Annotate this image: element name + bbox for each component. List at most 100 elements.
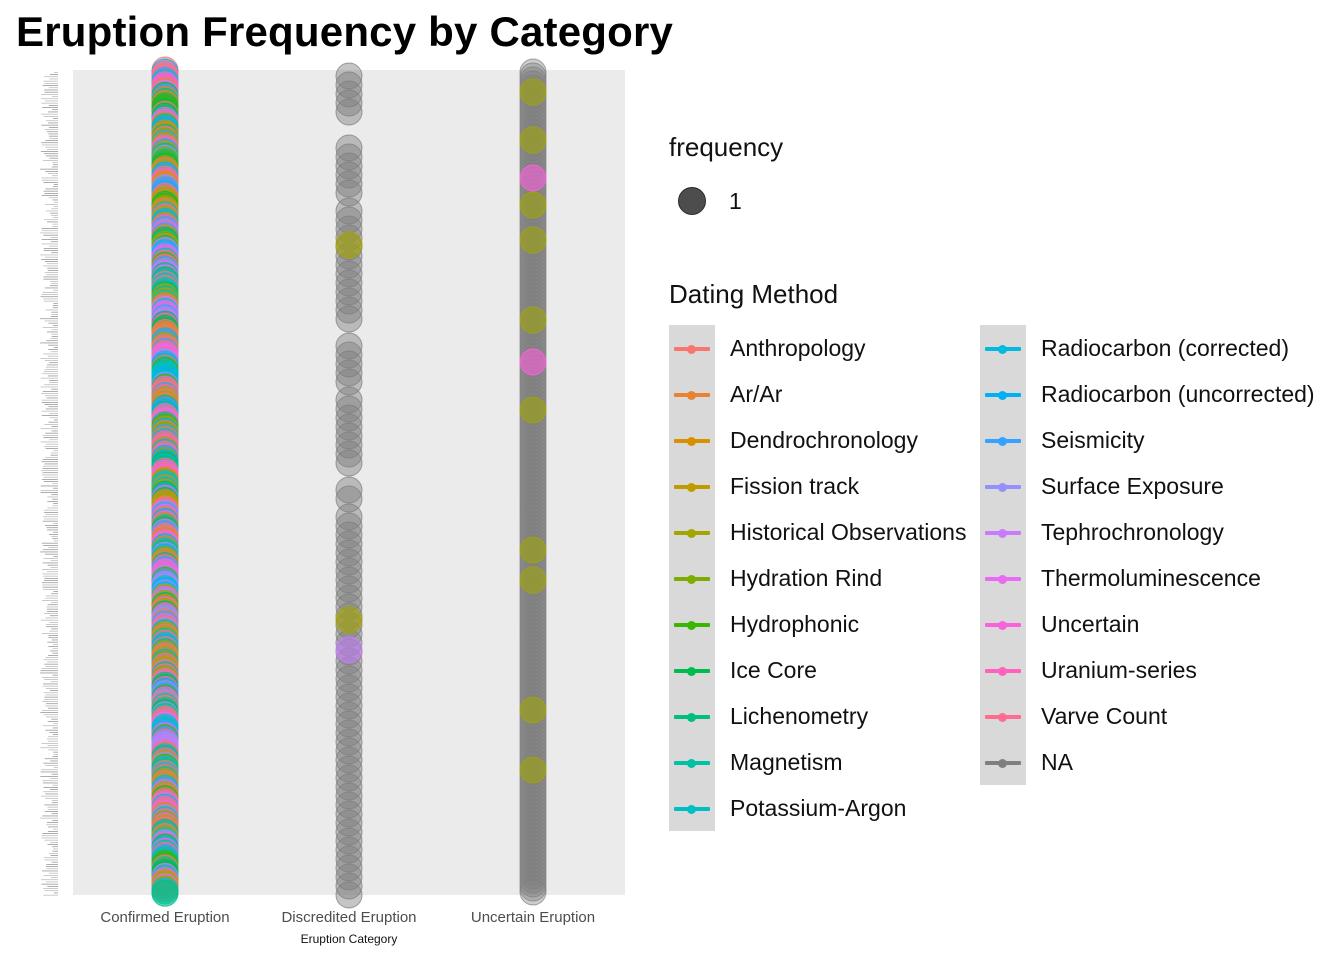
y-tick-mark: [46, 527, 58, 529]
y-tick-mark: [42, 782, 58, 784]
y-tick-mark: [45, 694, 58, 696]
legend-key-dot: [687, 712, 696, 722]
y-tick-mark: [43, 371, 58, 372]
legend-key-dot: [687, 804, 696, 814]
size-legend-title: frequency: [669, 132, 784, 162]
y-tick-mark: [51, 336, 58, 337]
y-tick-mark: [43, 437, 58, 438]
y-tick-mark: [40, 342, 58, 344]
y-tick-mark: [52, 305, 58, 306]
y-tick-mark: [43, 353, 58, 355]
y-tick-mark: [53, 848, 58, 850]
data-point: [519, 348, 547, 376]
data-point: [519, 78, 547, 106]
data-point: [519, 494, 547, 522]
y-tick-mark: [50, 650, 58, 652]
data-point: [519, 262, 547, 290]
y-tick-mark: [41, 837, 58, 839]
data-point: [519, 266, 547, 294]
y-tick-mark: [43, 659, 58, 661]
y-tick-mark: [41, 179, 58, 181]
y-tick-mark: [53, 201, 58, 203]
y-tick-mark: [46, 716, 58, 718]
y-tick-mark: [40, 296, 58, 298]
x-axis-title: Eruption Category: [301, 932, 398, 946]
y-tick-mark: [41, 230, 58, 232]
y-tick-mark: [51, 109, 58, 111]
y-tick-mark: [41, 479, 58, 480]
y-tick-mark: [45, 155, 58, 157]
y-tick-mark: [45, 514, 58, 515]
y-tick-mark: [44, 699, 58, 700]
data-point: [335, 476, 363, 504]
y-tick-mark: [45, 595, 58, 597]
y-tick-mark: [46, 824, 58, 826]
y-tick-mark: [49, 362, 58, 364]
y-tick-mark: [52, 223, 58, 225]
y-tick-mark: [50, 855, 58, 856]
data-point: [335, 231, 363, 259]
y-tick-mark: [52, 648, 58, 650]
y-tick-mark: [41, 710, 58, 711]
x-axis: Confirmed Eruption Discredited Eruption Un…: [100, 909, 595, 926]
data-point: [519, 786, 547, 814]
y-tick-mark: [47, 501, 58, 502]
y-tick-mark: [52, 784, 58, 786]
y-tick-mark: [50, 237, 58, 238]
y-tick-mark: [47, 831, 58, 832]
y-tick-mark: [48, 637, 58, 639]
y-tick-mark: [48, 135, 58, 137]
legend-label: Tephrochronology: [1041, 519, 1224, 545]
y-tick-mark: [41, 259, 58, 260]
data-point: [519, 630, 547, 658]
y-tick-mark: [51, 639, 58, 641]
y-tick-mark: [48, 127, 58, 128]
y-tick-mark: [43, 894, 58, 896]
data-point: [519, 466, 547, 494]
y-tick-mark: [53, 503, 58, 504]
legend-key-dot: [687, 436, 696, 446]
y-tick-mark: [46, 822, 58, 823]
legend-label: Anthropology: [730, 335, 866, 361]
y-tick-mark: [52, 505, 58, 507]
y-tick-mark: [43, 679, 58, 680]
data-point: [519, 870, 547, 898]
data-point: [519, 834, 547, 862]
data-point: [519, 450, 547, 478]
data-point: [519, 462, 547, 490]
data-point: [519, 306, 547, 334]
data-point: [519, 270, 547, 298]
data-point: [519, 606, 547, 634]
y-tick-mark: [44, 613, 58, 614]
data-point: [519, 254, 547, 282]
y-tick-mark: [44, 153, 58, 155]
data-point: [519, 426, 547, 454]
y-tick-mark: [48, 547, 58, 548]
chart-title: Eruption Frequency by Category: [16, 8, 674, 55]
y-tick-mark: [42, 435, 58, 436]
y-tick-mark: [45, 705, 58, 707]
y-tick-mark: [43, 683, 58, 685]
y-tick-mark: [46, 738, 58, 740]
y-tick-mark: [48, 197, 58, 199]
data-point: [519, 806, 547, 834]
y-tick-mark: [45, 866, 58, 867]
y-tick-mark: [48, 133, 58, 135]
legend-key-dot: [998, 482, 1007, 492]
y-tick-mark: [45, 146, 58, 148]
size-legend-dot: [678, 187, 706, 215]
data-point: [519, 658, 547, 686]
y-tick-mark: [47, 721, 58, 722]
y-tick-mark: [46, 274, 58, 276]
data-point: [519, 434, 547, 462]
y-tick-mark: [43, 265, 58, 267]
y-tick-mark: [48, 635, 58, 636]
legend-label: Hydration Rind: [730, 565, 883, 591]
y-tick-mark: [46, 397, 58, 399]
y-tick-mark: [53, 303, 58, 304]
y-tick-mark: [51, 314, 58, 315]
y-tick-mark: [41, 142, 58, 144]
legend-key-dot: [998, 436, 1007, 446]
data-point: [519, 626, 547, 654]
y-tick-mark: [53, 450, 58, 452]
